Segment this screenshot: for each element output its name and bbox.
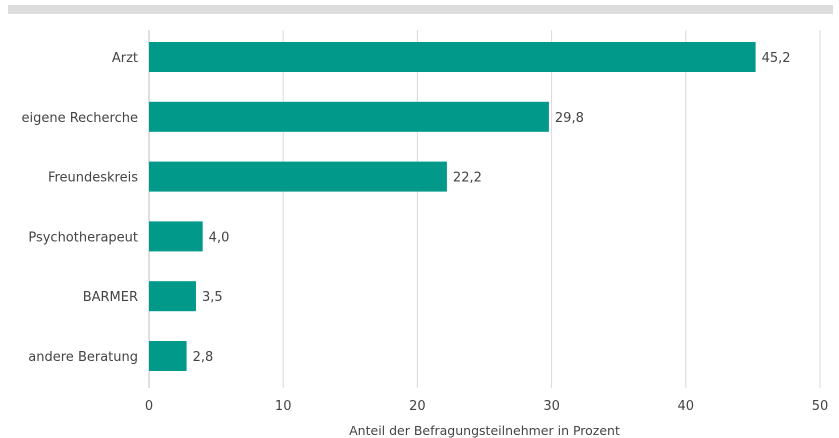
value-label: 22,2 bbox=[453, 171, 482, 186]
top-band bbox=[8, 5, 833, 14]
category-label: BARMER bbox=[83, 290, 138, 305]
bar-5 bbox=[149, 341, 187, 371]
category-label: Psychotherapeut bbox=[28, 230, 138, 245]
bar-1 bbox=[149, 101, 549, 132]
x-tick-label: 20 bbox=[409, 399, 426, 414]
x-tick-label: 30 bbox=[543, 399, 560, 414]
value-label: 3,5 bbox=[202, 290, 223, 305]
category-labels: Arzt eigene Recherche Freundeskreis Psychot… bbox=[21, 51, 138, 365]
value-labels: 45,2 29,8 22,2 4,0 3,5 2,8 bbox=[193, 51, 791, 365]
category-label: Freundeskreis bbox=[48, 171, 138, 186]
bars bbox=[149, 42, 756, 371]
x-tick-label: 10 bbox=[275, 399, 292, 414]
x-tick-label: 40 bbox=[678, 399, 695, 414]
x-tick-labels: 0 10 20 30 40 50 bbox=[145, 399, 828, 414]
bar-3 bbox=[149, 221, 203, 252]
x-tick-label: 50 bbox=[812, 399, 829, 414]
value-label: 2,8 bbox=[193, 350, 214, 365]
category-label: andere Beratung bbox=[28, 350, 138, 365]
value-label: 45,2 bbox=[762, 51, 791, 66]
bar-2 bbox=[149, 161, 447, 192]
bar-4 bbox=[149, 281, 196, 312]
x-tick-label: 0 bbox=[145, 399, 153, 414]
value-label: 29,8 bbox=[555, 111, 584, 126]
category-label: Arzt bbox=[112, 51, 138, 66]
value-label: 4,0 bbox=[209, 230, 230, 245]
gridlines bbox=[148, 30, 821, 388]
bar-0 bbox=[149, 42, 756, 72]
category-label: eigene Recherche bbox=[21, 111, 138, 126]
x-axis-title: Anteil der Befragungsteilnehmer in Proze… bbox=[349, 423, 620, 438]
